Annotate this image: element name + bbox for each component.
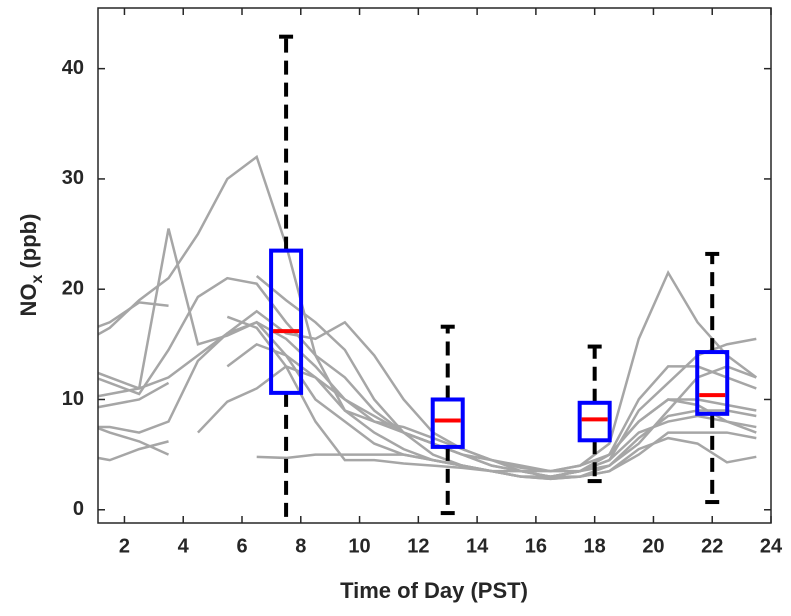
y-tick-label: 40 (62, 57, 84, 79)
x-tick-label: 10 (348, 535, 370, 557)
profile-line (80, 311, 756, 471)
x-tick-label: 12 (407, 535, 429, 557)
box (580, 403, 610, 440)
x-tick-label: 4 (178, 535, 190, 557)
y-label-sub: x (29, 274, 46, 283)
y-tick-label: 0 (73, 498, 84, 520)
y-tick-label: 20 (62, 277, 84, 299)
x-tick-label: 16 (525, 535, 547, 557)
plot-area (80, 37, 756, 543)
y-tick-label: 10 (62, 388, 84, 410)
x-tick-label: 14 (466, 535, 489, 557)
profile-line (80, 276, 756, 477)
x-axis-label: Time of Day (PST) (340, 578, 528, 603)
y-label-main: NO (16, 283, 41, 316)
y-axis-label: NOx (ppb) (16, 214, 46, 317)
x-tick-label: 8 (295, 535, 306, 557)
profile-line (80, 229, 756, 477)
profile-line (80, 278, 756, 477)
x-tick-label: 6 (236, 535, 247, 557)
y-tick-label: 30 (62, 167, 84, 189)
x-tick-label: 18 (584, 535, 606, 557)
x-tick-label: 22 (701, 535, 723, 557)
x-tick-label: 20 (642, 535, 664, 557)
x-tick-label: 24 (760, 535, 783, 557)
x-tick-label: 2 (119, 535, 130, 557)
y-label-unit: (ppb) (16, 214, 41, 269)
